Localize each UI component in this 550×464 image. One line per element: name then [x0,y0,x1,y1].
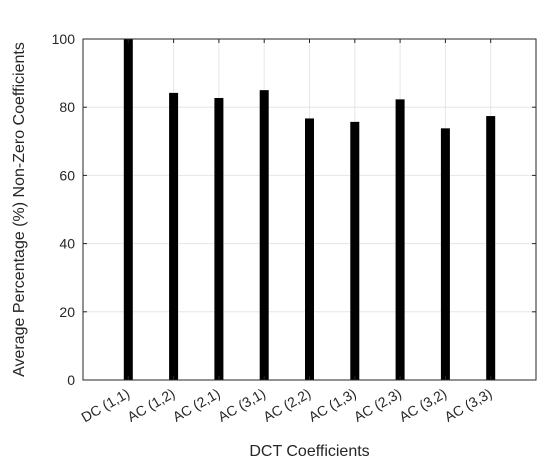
bar [123,39,133,380]
y-tick-label: 0 [67,372,75,388]
x-tick-label: AC (3,2) [396,385,449,425]
y-axis-ticks: 0 20 40 60 80 100 [52,31,536,388]
bar [214,97,224,381]
bars [123,39,496,381]
y-tick-label: 20 [59,304,75,320]
y-axis-title: Average Percentage (%) Non-Zero Coeffici… [11,42,28,377]
x-tick-label: AC (2,2) [260,385,313,425]
x-axis-title: DCT Coefficients [249,443,369,460]
bar [169,92,179,381]
y-tick-label: 80 [59,99,75,115]
y-tick-label: 40 [59,236,75,252]
x-tick-label: AC (2,3) [351,385,404,425]
x-tick-label: DC (1,1) [78,385,132,425]
bar [259,90,269,381]
x-tick-label: AC (1,3) [306,385,359,425]
bar [486,116,496,380]
x-tick-label: AC (3,1) [215,385,268,425]
bar [440,128,450,380]
bar [395,99,405,381]
y-tick-label: 100 [52,31,76,47]
bar [350,121,360,380]
x-axis-ticks: DC (1,1)AC (1,2)AC (2,1)AC (3,1)AC (2,2)… [78,39,495,425]
x-tick-label: AC (3,3) [442,385,495,425]
x-tick-label: AC (2,1) [170,385,223,425]
x-tick-label: AC (1,2) [124,385,177,425]
bar [305,118,314,380]
y-tick-label: 60 [59,167,75,183]
